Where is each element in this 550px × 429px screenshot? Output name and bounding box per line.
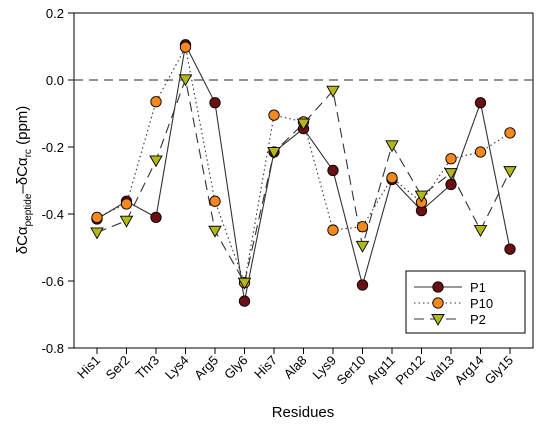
data-point-p10: [356, 221, 369, 233]
legend-item-p10: P10: [414, 296, 493, 311]
series-points-p2: [90, 74, 517, 290]
data-point-p1: [445, 178, 457, 191]
series-p10: [96, 45, 511, 285]
x-tick-label: His1: [74, 353, 103, 382]
data-point-p10: [150, 96, 162, 108]
y-axis: 0.2 0.0 -0.2 -0.4 -0.6 -0.8: [42, 6, 74, 356]
x-tick-label: Ser10: [333, 353, 368, 388]
y-tick-label: 0.0: [46, 73, 64, 88]
data-point-p2: [296, 118, 311, 131]
legend-marker-p1: [432, 281, 444, 293]
data-point-p2: [473, 225, 488, 237]
legend-marker-p10: [432, 297, 444, 309]
x-tick-label: Ser2: [103, 353, 133, 383]
y-axis-label-unit: (ppm): [14, 106, 31, 149]
legend-label-p10: P10: [470, 296, 493, 311]
data-point-p10: [445, 153, 457, 165]
data-point-p10: [474, 146, 487, 158]
series-p2: [96, 77, 511, 285]
data-point-p2: [237, 277, 252, 290]
legend-label-p1: P1: [470, 280, 486, 295]
y-axis-label-mid: –δCα: [14, 157, 31, 194]
y-axis-label: δCαpeptide–δCαrc (ppm): [14, 106, 34, 255]
data-point-p10: [91, 211, 103, 224]
y-axis-label-sub1: peptide: [23, 193, 34, 226]
y-tick-label: -0.8: [42, 341, 64, 356]
data-point-p2: [119, 215, 134, 228]
data-point-p10: [120, 198, 133, 210]
y-tick-label: -0.6: [42, 274, 64, 289]
x-tick-label: Arg11: [364, 353, 398, 387]
x-tick-label: Arg5: [191, 353, 221, 383]
x-tick-label: Gly6: [221, 353, 251, 383]
data-point-p2: [208, 225, 222, 238]
legend-marker-p2: [431, 314, 445, 326]
x-tick-label: Pro12: [392, 353, 427, 388]
data-point-p1: [356, 279, 369, 291]
data-point-p2: [503, 166, 517, 179]
x-tick-label: Val13: [424, 353, 457, 386]
series-line-p10: [96, 45, 511, 285]
data-point-p2: [326, 85, 340, 98]
x-tick-label: Thr3: [133, 353, 163, 383]
data-point-p2: [444, 168, 458, 181]
data-point-p1: [504, 243, 516, 255]
y-tick-label: -0.4: [42, 207, 64, 222]
x-tick-label: Gly15: [481, 353, 516, 388]
y-axis-label-sub2: rc: [23, 149, 34, 157]
data-point-p2: [267, 147, 281, 159]
series-layer: [90, 39, 517, 307]
y-tick-label: -0.2: [42, 140, 64, 155]
data-point-p2: [355, 240, 370, 253]
x-axis-label: Residues: [272, 404, 335, 421]
data-point-p2: [414, 190, 429, 203]
data-point-p10: [504, 127, 516, 139]
x-tick-label: Arg14: [451, 353, 486, 388]
data-point-p1: [474, 97, 487, 109]
legend-label-p2: P2: [470, 312, 486, 327]
data-point-p10: [386, 172, 398, 184]
y-tick-label: 0.2: [46, 6, 64, 21]
data-point-p2: [90, 227, 104, 240]
legend-item-p2: P2: [414, 312, 486, 327]
data-point-p2: [385, 140, 399, 153]
data-point-p10: [327, 224, 339, 236]
x-tick-label: His7: [251, 353, 280, 382]
data-point-p10: [179, 41, 192, 53]
x-tick-label: Ala8: [281, 353, 310, 382]
data-point-p2: [149, 155, 163, 168]
data-point-p2: [178, 74, 193, 87]
data-point-p1: [209, 97, 221, 109]
legend-box: [405, 270, 526, 334]
data-point-p1: [238, 295, 251, 307]
y-axis-label-main: δCα: [14, 226, 31, 254]
data-point-p10: [209, 195, 221, 207]
series-line-p2: [96, 77, 511, 285]
x-axis: His1 Ser2 Thr3 Lys4 Arg5 Gly6 His7 Ala8 Lys9Ser1…: [74, 348, 516, 388]
x-tick-label: Lys4: [162, 353, 192, 383]
data-point-p1: [327, 164, 339, 177]
data-point-p10: [268, 109, 280, 121]
data-point-p1: [150, 211, 162, 224]
legend-item-p1: P1: [414, 280, 486, 295]
